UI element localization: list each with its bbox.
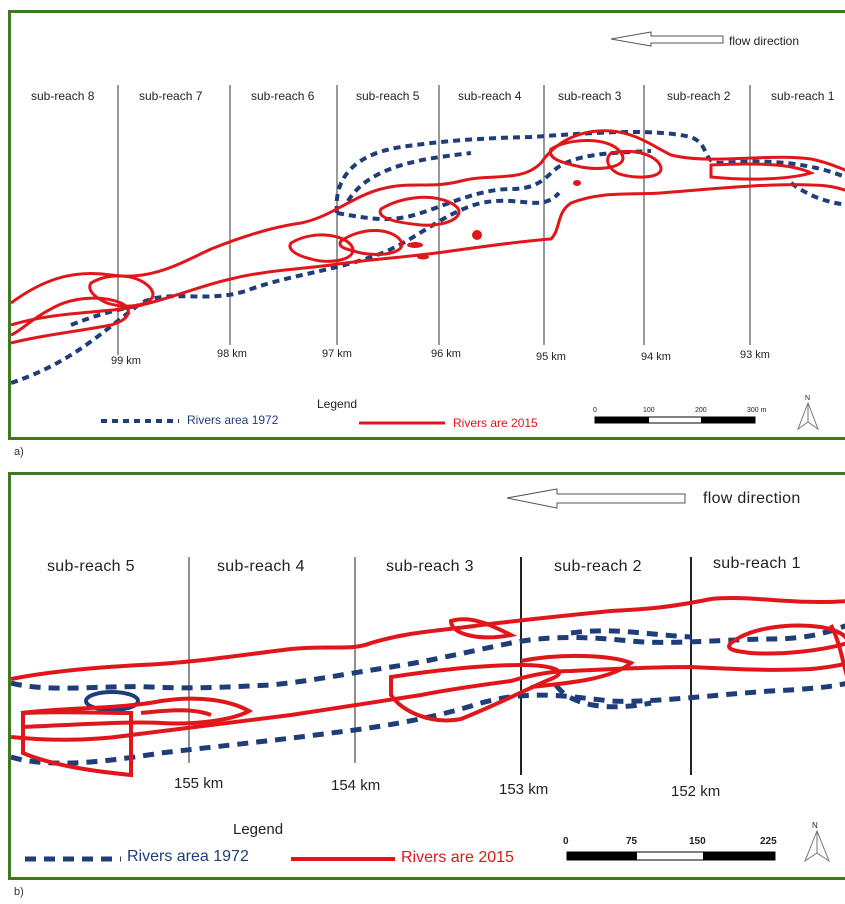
flow-direction-label: flow direction <box>729 34 800 48</box>
subreach-label: sub-reach 2 <box>667 89 731 103</box>
map-panel-a: flow direction sub-reach 8 sub-reach 7 s… <box>8 10 845 440</box>
legend-label-1972: Rivers area 1972 <box>187 413 279 427</box>
map-panel-b: flow direction sub-reach 5 sub-reach 4 s… <box>8 472 845 880</box>
subreach-label: sub-reach 4 <box>217 558 305 575</box>
km-label: 154 km <box>331 777 381 794</box>
km-label: 94 km <box>641 351 671 363</box>
km-label: 97 km <box>322 348 352 360</box>
legend-label-1972: Rivers area 1972 <box>127 848 249 865</box>
scale-bar <box>594 416 756 424</box>
km-label: 153 km <box>499 781 549 798</box>
subreach-label: sub-reach 1 <box>713 555 801 572</box>
flow-direction-arrow <box>506 488 686 509</box>
river-map-a <box>11 31 845 431</box>
subreach-dividers <box>117 85 751 355</box>
panel-label-a: a) <box>14 446 24 458</box>
km-label: 152 km <box>671 783 721 800</box>
scale-bar <box>566 851 776 861</box>
subreach-label: sub-reach 1 <box>771 89 835 103</box>
subreach-label: sub-reach 7 <box>139 89 203 103</box>
scale-label: 0 <box>563 836 569 847</box>
km-label: 155 km <box>174 775 224 792</box>
river-map-b <box>11 488 845 863</box>
north-arrow-icon <box>803 829 831 863</box>
scale-label: 100 <box>643 407 655 414</box>
subreach-label: sub-reach 5 <box>47 558 135 575</box>
river-islands-2015 <box>407 180 581 260</box>
subreach-label: sub-reach 5 <box>356 89 420 103</box>
subreach-label: sub-reach 4 <box>458 89 522 103</box>
subreach-label: sub-reach 2 <box>554 558 642 575</box>
north-arrow-icon <box>796 401 820 431</box>
flow-direction-label: flow direction <box>703 490 801 507</box>
km-label: 93 km <box>740 349 770 361</box>
subreach-label: sub-reach 3 <box>386 558 474 575</box>
scale-label: 75 <box>626 836 638 847</box>
flow-direction-arrow <box>610 31 724 47</box>
river-outline-1972 <box>11 623 845 766</box>
legend-title: Legend <box>317 397 358 411</box>
north-label: N <box>812 821 818 830</box>
scale-label: 300 m <box>747 407 767 414</box>
scale-label: 225 <box>760 836 777 847</box>
km-label: 99 km <box>111 355 141 367</box>
subreach-label: sub-reach 6 <box>251 89 315 103</box>
km-label: 98 km <box>217 348 247 360</box>
scale-label: 150 <box>689 836 706 847</box>
north-label: N <box>805 395 811 402</box>
legend-title: Legend <box>233 821 284 838</box>
subreach-label: sub-reach 8 <box>31 89 95 103</box>
subreach-label: sub-reach 3 <box>558 89 622 103</box>
km-label: 96 km <box>431 348 461 360</box>
legend-label-2015: Rivers are 2015 <box>401 849 514 866</box>
scale-label: 200 <box>695 407 707 414</box>
river-outline-2015 <box>11 596 845 778</box>
km-label: 95 km <box>536 351 566 363</box>
scale-label: 0 <box>593 407 597 414</box>
legend-label-2015: Rivers are 2015 <box>453 416 538 430</box>
panel-label-b: b) <box>14 886 24 898</box>
island-1972 <box>84 690 140 712</box>
river-outline-2015 <box>11 129 845 345</box>
